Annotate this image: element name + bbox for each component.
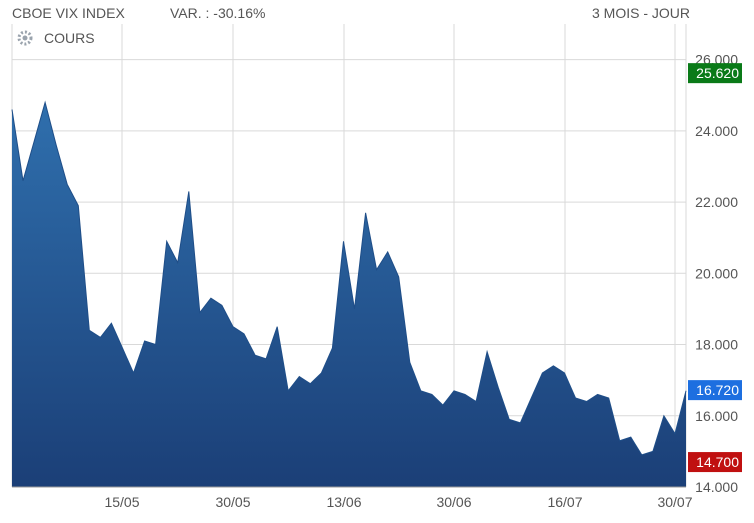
low-value-badge-text: 14.700 — [696, 454, 739, 470]
high-value-badge-text: 25.620 — [696, 65, 739, 81]
gear-icon — [17, 30, 33, 46]
current-value-badge: 16.720 — [688, 380, 742, 401]
x-tick-label: 30/07 — [657, 494, 692, 510]
price-area — [12, 102, 686, 488]
low-value-badge: 14.700 — [688, 452, 742, 473]
y-tick-label: 18.000 — [695, 337, 738, 353]
y-tick-label: 24.000 — [695, 123, 738, 139]
y-tick-label: 16.000 — [695, 408, 738, 424]
high-value-badge: 25.620 — [688, 63, 742, 84]
y-axis: 14.00016.00018.00020.00022.00024.00026.0… — [695, 52, 738, 495]
instrument-title: CBOE VIX INDEX — [12, 5, 125, 21]
x-tick-label: 30/05 — [215, 494, 250, 510]
x-tick-label: 30/06 — [436, 494, 471, 510]
x-axis: 15/05 30/05 13/06 30/06 16/07 30/07 — [12, 486, 693, 510]
x-tick-label: 13/06 — [326, 494, 361, 510]
value-badges: 25.620 16.720 14.700 — [688, 63, 742, 473]
legend[interactable]: COURS — [17, 30, 95, 46]
chart-header: CBOE VIX INDEX VAR. : -30.16% 3 MOIS - J… — [0, 0, 754, 24]
x-tick-label: 16/07 — [547, 494, 582, 510]
legend-label: COURS — [44, 30, 95, 46]
period-selector[interactable]: 3 MOIS - JOUR — [591, 5, 690, 21]
x-tick-label: 15/05 — [104, 494, 139, 510]
y-tick-label: 20.000 — [695, 265, 738, 281]
current-value-badge-text: 16.720 — [696, 382, 739, 398]
variation-label: VAR. : -30.16% — [170, 5, 266, 21]
y-tick-label: 14.000 — [695, 479, 738, 495]
y-tick-label: 22.000 — [695, 194, 738, 210]
price-line — [11, 100, 687, 456]
